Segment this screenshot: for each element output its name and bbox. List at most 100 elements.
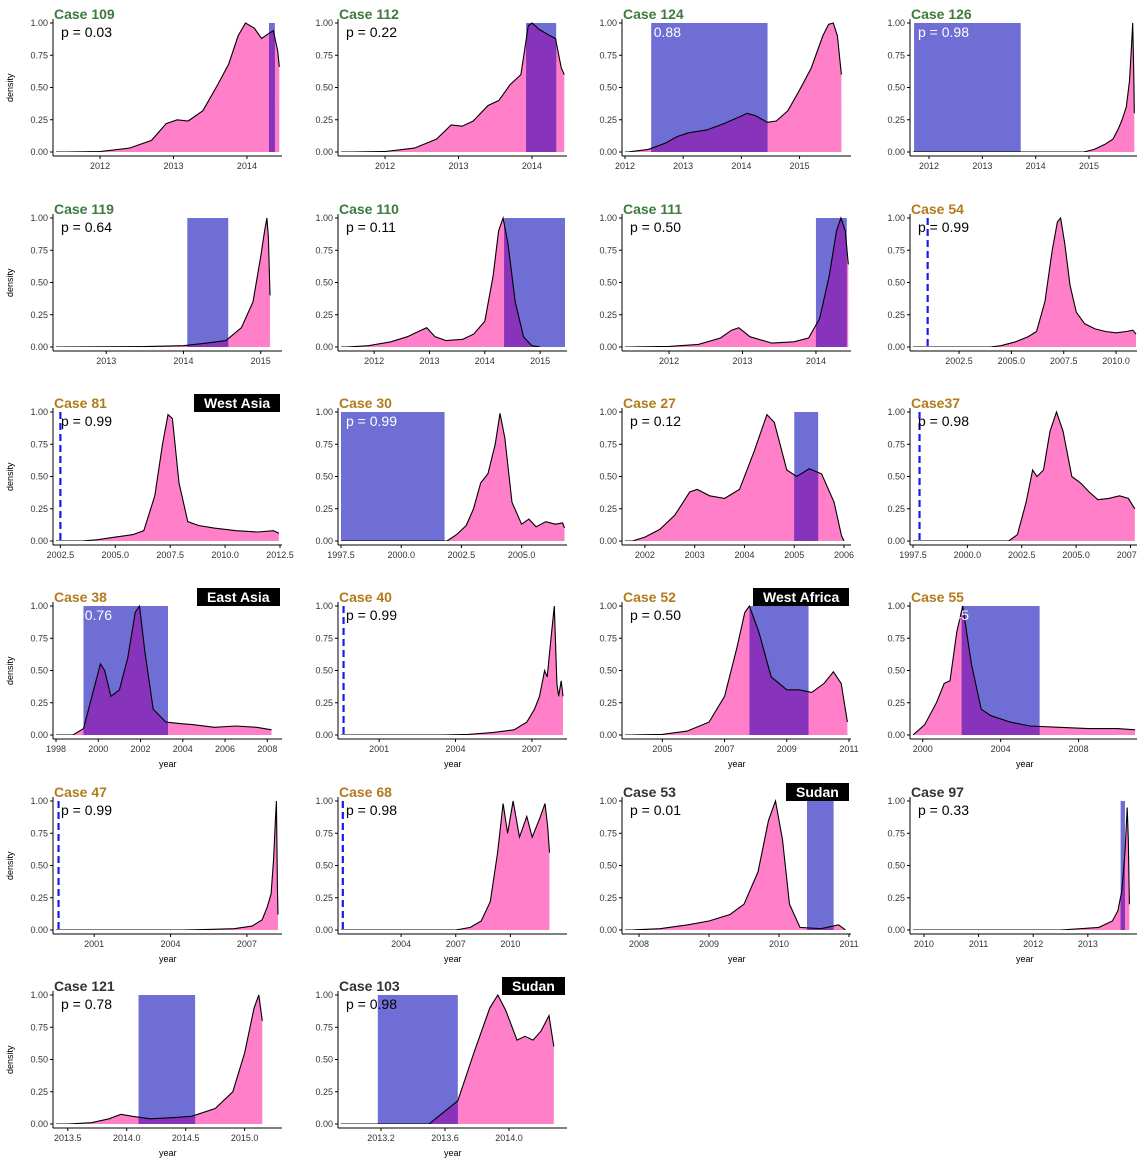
y-tick-label: 1.00 [30,796,48,806]
y-tick-label: 0.25 [887,504,905,514]
case-label: Case 110 [339,201,399,217]
y-tick-label: 0.00 [887,536,905,546]
x-tick-label: 2000 [913,744,933,754]
x-tick-label: 2012 [90,161,110,171]
density-line [913,410,1136,541]
density-line [56,800,279,930]
x-tick-label: 2012 [375,161,395,171]
x-axis-title: year [1016,759,1034,769]
y-tick-label: 0.50 [887,278,905,288]
density-line [625,604,848,735]
y-tick-label: 0.50 [887,472,905,482]
density-plot-svg: 0.00 0.25 0.50 0.75 1.00 2012 2013 2014 2015 [315,213,567,366]
x-axis-title: year [159,1148,177,1158]
density-overlap-area [749,606,809,735]
case-label: Case 30 [339,395,392,411]
density-plot-svg: 0.00 0.25 0.50 0.75 1.00 2012 2013 2014 [599,213,851,366]
y-tick-label: 0.75 [887,439,905,449]
density-panel: 0.00 0.25 0.50 0.75 1.00 2012 2013 2014 Case 111… [569,195,853,388]
x-tick-label: 2005.0 [998,356,1026,366]
p-value-label: p = 0.22 [346,24,397,40]
y-tick-label: 0.25 [887,893,905,903]
density-line [625,22,842,152]
y-tick-label: 0.00 [315,730,333,740]
p-value-label: p = 0.99 [346,413,397,429]
x-tick-label: 2001 [84,939,104,949]
x-tick-label: 2008 [629,939,649,949]
y-tick-label: 0.00 [315,1119,333,1129]
y-tick-label: 0.00 [599,730,617,740]
x-tick-label: 2011 [969,939,988,949]
y-tick-label: 0.50 [315,861,333,871]
density-line [56,22,280,152]
density-line [341,993,555,1124]
density-area [913,807,1130,930]
density-plot-svg: 0.00 0.25 0.50 0.75 1.00 2001 2004 2007 [30,796,282,949]
y-tick-label: 0.25 [315,310,333,320]
y-tick-label: 0.50 [315,472,333,482]
region-badge: Sudan [786,783,849,801]
p-value-label: p = 0.50 [630,219,681,235]
y-tick-label: 0.25 [315,504,333,514]
density-line [913,216,1137,347]
y-tick-label: 0.25 [599,310,617,320]
density-area [56,23,280,152]
y-axis-title: density [5,1045,15,1074]
density-overlap-area [526,23,557,152]
x-tick-label: 2005.0 [1062,550,1090,560]
y-tick-label: 1.00 [887,18,905,28]
case-label: Case 121 [54,978,115,994]
x-tick-label: 2013 [96,356,116,366]
density-plot-svg: 0.00 0.25 0.50 0.75 1.00 2002 2003 2004 2005 2006 [599,407,854,560]
y-tick-label: 0.00 [887,925,905,935]
y-axis-title: density [5,462,15,491]
density-overlap-area [1120,852,1125,930]
y-tick-label: 0.75 [315,1022,333,1032]
x-tick-label: 2002.5 [47,550,75,560]
density-area [341,218,541,347]
y-tick-label: 0.50 [315,666,333,676]
case-label: Case 27 [623,395,676,411]
density-panel: 0.00 0.25 0.50 0.75 1.00 2005 2007 2009 2011 Case… [569,583,859,776]
density-area [341,995,554,1124]
x-tick-label: 2010 [500,939,520,949]
x-tick-label: 1997.5 [327,550,355,560]
case-label: Case37 [911,395,961,411]
y-tick-label: 0.00 [30,730,48,740]
y-tick-label: 0.50 [30,83,48,93]
p-value-label: p = 0.99 [61,413,112,429]
x-tick-label: 2013.5 [54,1133,82,1143]
y-tick-label: 0.25 [30,698,48,708]
y-tick-label: 1.00 [599,213,617,223]
density-area [56,414,279,541]
density-plot-svg: 0.00 0.25 0.50 0.75 1.00 2001 2004 2007 [315,601,567,754]
y-tick-label: 0.75 [887,828,905,838]
y-tick-label: 0.25 [315,1087,333,1097]
density-plot-svg: 0.00 0.25 0.50 0.75 1.00 2000 2004 2008 [887,601,1137,754]
density-plot-svg: 0.00 0.25 0.50 0.75 1.00 2002.5 2005.0 2007.5 20… [30,407,293,560]
case-label: Case 68 [339,784,392,800]
x-tick-label: 2014 [173,356,193,366]
case-label: Case 52 [623,589,676,605]
y-tick-label: 0.25 [315,893,333,903]
y-axis-title: density [5,851,15,880]
x-tick-label: 2004 [161,939,181,949]
density-plot-svg: 0.00 0.25 0.50 0.75 1.00 2012 2013 2014 2015 [887,18,1137,171]
density-overlap-area [187,338,229,347]
x-axis-title: year [444,759,462,769]
x-tick-label: 2010.0 [1102,356,1130,366]
x-tick-label: 2009 [699,939,719,949]
x-tick-label: 2007.5 [156,550,184,560]
x-tick-label: 2007.5 [1050,356,1078,366]
density-line [913,605,1136,735]
case-label: Case 103 [339,978,400,994]
case-label: Case 47 [54,784,107,800]
y-tick-label: 0.75 [30,439,48,449]
y-tick-label: 0.25 [30,115,48,125]
case-label: Case 55 [911,589,964,605]
density-panel: 0.00 0.25 0.50 0.75 1.00 2012 2013 2014 2015 Case… [857,0,1137,193]
density-plot-svg: 0.00 0.25 0.50 0.75 1.00 2013.2 2013.6 2014.0 [315,990,567,1143]
p-value-label: p = 0.64 [61,219,112,235]
y-tick-label: 0.75 [30,1022,48,1032]
y-tick-label: 0.25 [30,1087,48,1097]
